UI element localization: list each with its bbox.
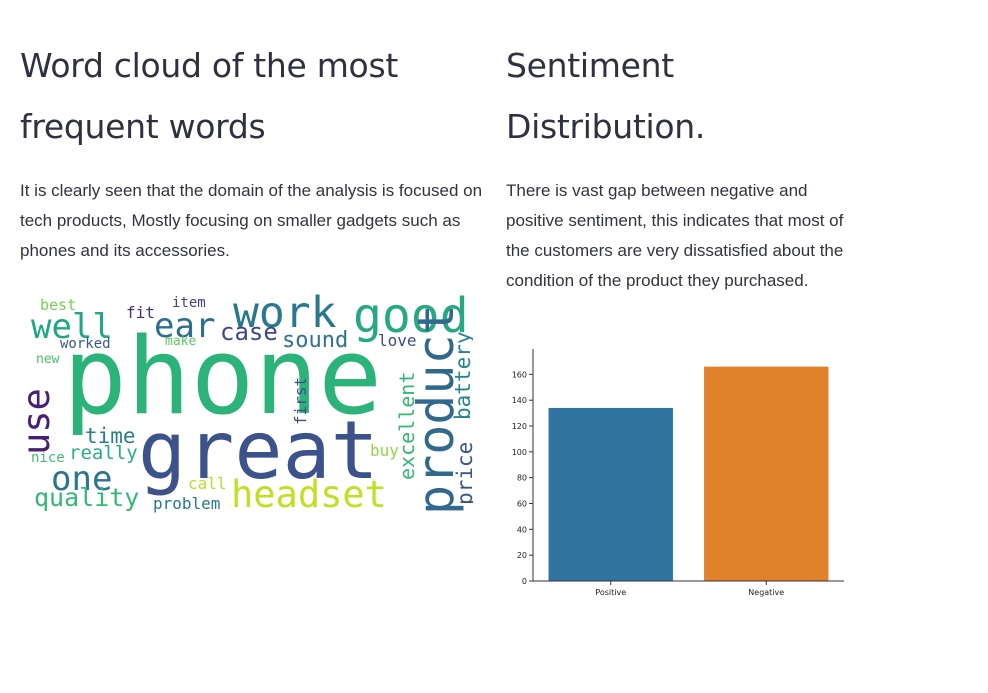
sentiment-title-line1: Sentiment: [506, 46, 674, 85]
wordcloud-title-line1: Word cloud of the most: [20, 46, 398, 85]
wordcloud-word: battery: [451, 331, 473, 420]
y-tick-label: 80: [517, 474, 527, 483]
wordcloud-word: great: [138, 404, 379, 497]
wordcloud-word: use: [23, 388, 58, 455]
wordcloud-word: love: [378, 331, 417, 350]
wordcloud-word: ear: [154, 306, 215, 346]
wordcloud-word: sound: [282, 328, 348, 353]
wordcloud-word: time: [85, 424, 136, 448]
x-tick-label: Positive: [595, 588, 626, 597]
wordcloud-word: headset: [231, 473, 387, 516]
y-tick-label: 120: [512, 422, 527, 431]
wordcloud-word: good: [353, 288, 469, 344]
wordcloud-description: It is clearly seen that the domain of th…: [20, 181, 483, 260]
y-tick-label: 100: [512, 448, 527, 457]
wordcloud-word: phone: [63, 315, 382, 438]
wordcloud-word: worked: [60, 336, 111, 352]
sentiment-title-line2: Distribution.: [506, 107, 706, 146]
wordcloud-word: well: [31, 307, 113, 347]
wordcloud-word: really: [69, 442, 138, 464]
wordcloud-word: product: [407, 304, 465, 515]
wordcloud-word: quality: [34, 483, 139, 512]
wordcloud-word: best: [40, 296, 76, 314]
y-tick-label: 40: [517, 525, 527, 534]
wordcloud-word: fit: [126, 303, 155, 322]
bar-positive: [548, 407, 673, 581]
wordcloud-word: item: [172, 295, 206, 311]
wordcloud-word: call: [188, 474, 227, 493]
bar-negative: [704, 366, 829, 581]
y-tick-label: 20: [517, 551, 527, 560]
sentiment-description: There is vast gap between negative and p…: [506, 181, 844, 290]
wordcloud-word: first: [291, 377, 310, 425]
wordcloud-word: new: [36, 352, 60, 367]
wordcloud-title: Word cloud of the most frequent words: [20, 35, 490, 157]
wordcloud-word: case: [220, 318, 278, 346]
wordcloud-word: make: [165, 334, 196, 349]
y-tick-label: 60: [517, 500, 527, 509]
wordcloud-word: one: [51, 459, 112, 499]
wordcloud-word: nice: [31, 450, 65, 466]
wordcloud-title-line2: frequent words: [20, 107, 266, 146]
sentiment-title: Sentiment Distribution.: [506, 35, 851, 157]
y-tick-label: 140: [512, 396, 527, 405]
x-tick-label: Negative: [748, 588, 784, 597]
y-tick-label: 160: [512, 370, 527, 379]
wordcloud-word: price: [453, 442, 473, 505]
wordcloud-word: problem: [153, 494, 220, 513]
sentiment-bar-chart: 0 20 40 60 80 100 120 140 160 Positive Negative: [512, 349, 844, 597]
wordcloud-word: buy: [370, 441, 399, 460]
y-tick-label: 0: [522, 577, 527, 586]
wordcloud-word: work: [233, 288, 337, 338]
wordcloud-word: excellent: [395, 372, 419, 480]
